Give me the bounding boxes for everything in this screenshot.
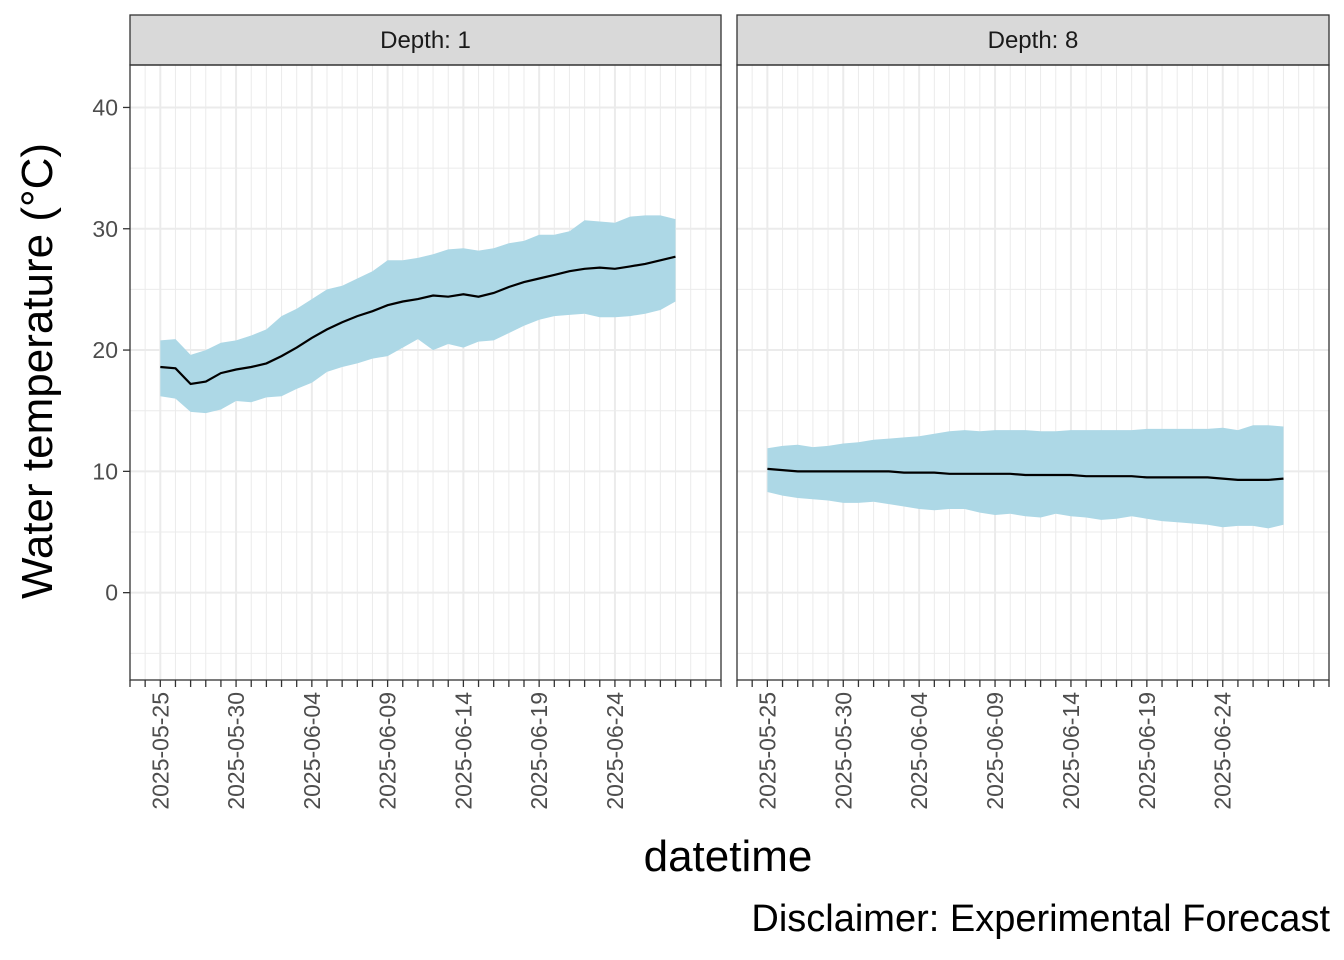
confidence-ribbon <box>160 215 676 414</box>
y-tick-label: 0 <box>105 580 118 606</box>
panel-border <box>736 64 1330 681</box>
facet-panel-2: Depth: 8 2025-05-25 2025-05-30 2025-06-04 20… <box>736 14 1330 810</box>
x-axis-title: datetime <box>643 832 813 881</box>
x-tick-label: 2025-06-14 <box>1058 692 1084 810</box>
x-axis-ticks <box>129 680 722 687</box>
panel-background <box>737 65 1329 680</box>
facet-strip <box>129 14 722 66</box>
x-tick-label: 2025-06-09 <box>982 692 1008 810</box>
y-tick-label: 30 <box>92 216 118 242</box>
x-tick-label: 2025-06-14 <box>450 692 476 810</box>
mean-forecast-line <box>767 467 1284 481</box>
facet-strip-label: Depth: 1 <box>380 27 471 54</box>
disclaimer-caption: Disclaimer: Experimental Forecast <box>751 898 1330 940</box>
y-tick-label: 20 <box>92 337 118 363</box>
x-tick-label: 2025-06-24 <box>602 692 628 810</box>
facet-strip-label: Depth: 8 <box>988 27 1079 54</box>
x-tick-label: 2025-05-30 <box>830 692 856 810</box>
x-tick-label: 2025-05-25 <box>147 692 173 810</box>
x-tick-label: 2025-06-09 <box>375 692 401 810</box>
x-tick-label: 2025-06-04 <box>906 692 932 810</box>
facet-panel-1: Depth: 1 2025-05-25 2025-05-30 2025-06-04 20… <box>92 14 722 810</box>
x-tick-label: 2025-06-24 <box>1210 692 1236 810</box>
facet-strip <box>736 14 1330 66</box>
x-tick-label: 2025-05-30 <box>223 692 249 810</box>
x-tick-label: 2025-06-19 <box>1134 692 1160 810</box>
y-axis-title-text: Water temperature (°C) <box>13 142 62 600</box>
x-axis-ticks <box>736 680 1330 687</box>
y-tick-label: 40 <box>92 94 118 120</box>
grid-lines <box>736 65 1330 680</box>
x-tick-label: 2025-06-19 <box>526 692 552 810</box>
x-tick-label: 2025-05-25 <box>754 692 780 810</box>
y-tick-label: 10 <box>92 458 118 484</box>
x-tick-label: 2025-06-04 <box>299 692 325 810</box>
panel-border <box>129 64 722 681</box>
confidence-ribbon <box>767 425 1284 529</box>
mean-forecast-line <box>160 255 676 386</box>
